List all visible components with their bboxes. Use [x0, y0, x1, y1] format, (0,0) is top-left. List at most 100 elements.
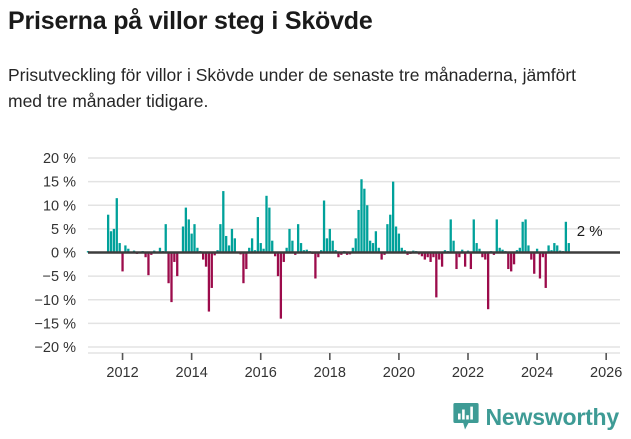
chart-bar [305, 249, 308, 253]
chart-bar [331, 240, 334, 253]
chart-bar [291, 240, 294, 253]
x-tick-label: 2018 [314, 365, 346, 381]
chart-bar [541, 252, 545, 258]
chart-bar [455, 252, 458, 270]
newsworthy-bar-bubble-icon [452, 403, 479, 430]
chart-bar [299, 243, 303, 253]
chart-bar [432, 252, 435, 258]
y-tick-label: −5 % [43, 269, 77, 285]
chart-bar [394, 226, 398, 253]
chart-bar [219, 224, 222, 253]
page-subtitle: Prisutveckling för villor i Skövde under… [8, 65, 577, 111]
chart-bar [374, 231, 378, 253]
chart-bar [230, 228, 234, 253]
chart-footer: Newsworthy [0, 398, 631, 439]
chart-bar [121, 252, 124, 272]
chart-bar [498, 247, 501, 253]
chart-bar [164, 224, 167, 253]
newsworthy-logo[interactable]: Newsworthy [452, 402, 619, 432]
y-tick-label: 20 % [43, 151, 76, 167]
chart-bar [553, 243, 556, 253]
chart-bar [458, 252, 461, 258]
chart-bar [262, 248, 265, 253]
chart-bar [452, 240, 455, 253]
y-tick-label: 10 % [43, 198, 76, 214]
chart-bar [363, 188, 366, 253]
chart-bar [530, 252, 533, 260]
chart-bar [484, 252, 487, 260]
chart-bar [259, 243, 262, 253]
chart-bar [112, 228, 116, 253]
chart-bar [201, 252, 205, 260]
chart-bar [276, 252, 280, 277]
chart-bar [265, 195, 268, 253]
chart-bar [524, 219, 527, 253]
chart-bar [478, 248, 481, 253]
chart-bar [147, 252, 150, 276]
chart-bar [501, 249, 504, 253]
chart-bar [118, 243, 121, 253]
chart-bar [510, 252, 513, 272]
chart-bar [288, 228, 291, 253]
chart-bar [429, 252, 432, 262]
page-title: Priserna på villor steg i Skövde [8, 7, 373, 35]
y-tick-label: −15 % [34, 316, 76, 332]
chart-bar [435, 252, 438, 298]
chart-bar [567, 243, 570, 253]
chart-bar [507, 252, 510, 270]
chart-bar [512, 252, 516, 265]
chart-bar [181, 226, 185, 253]
chart-bar [167, 252, 170, 284]
chart-bar [328, 228, 331, 253]
chart-bar [213, 252, 216, 256]
chart-bar [282, 252, 285, 262]
chart-bar [325, 238, 329, 253]
chart-bar [115, 198, 118, 253]
chart-bar [423, 252, 426, 260]
chart-x-axis-labels: 2012 2014 2016 2018 2020 2022 2024 2026 [88, 352, 622, 381]
chart-bar [173, 252, 176, 262]
chart-bar [109, 231, 113, 253]
y-tick-label: 0 % [51, 246, 76, 262]
chart-bar [317, 252, 320, 258]
chart-bar [440, 252, 444, 267]
chart-bar [296, 224, 300, 253]
chart-bar [397, 233, 401, 253]
chart-bar [322, 200, 326, 253]
chart-bar [170, 252, 173, 303]
chart-bar [386, 224, 389, 253]
chart-bar [469, 252, 473, 270]
chart-bar [268, 207, 271, 253]
y-tick-label: 15 % [43, 175, 76, 191]
chart-bar [127, 248, 130, 253]
chart-bar [521, 221, 524, 253]
chart-bar [337, 252, 340, 258]
chart-bar [556, 245, 559, 253]
x-tick-label: 2024 [521, 365, 553, 381]
chart-last-value-annotation: 2 % [577, 223, 603, 240]
chart-bar [248, 247, 251, 253]
chart-bar [360, 179, 363, 253]
chart-bar [204, 252, 208, 267]
chart-bar [426, 252, 429, 258]
chart-bar [187, 219, 190, 253]
chart-bar [547, 245, 550, 253]
chart-bar [533, 252, 536, 274]
y-tick-label: −10 % [34, 293, 76, 309]
y-tick-label: −20 % [34, 340, 76, 356]
chart-bar [222, 191, 225, 253]
chart-bar [391, 181, 395, 253]
y-tick-label: 5 % [51, 222, 76, 238]
chart-bar [463, 252, 467, 267]
chart-bar [207, 252, 211, 312]
x-tick-label: 2026 [590, 365, 622, 381]
chart-bar [193, 224, 196, 253]
x-tick-label: 2016 [245, 365, 277, 381]
chart-bar [158, 247, 162, 253]
chart-bar [564, 221, 568, 253]
chart-bar [256, 217, 260, 253]
last-value-label: 2 % [577, 223, 603, 240]
chart-bar [250, 238, 254, 253]
chart-bar [481, 252, 484, 258]
